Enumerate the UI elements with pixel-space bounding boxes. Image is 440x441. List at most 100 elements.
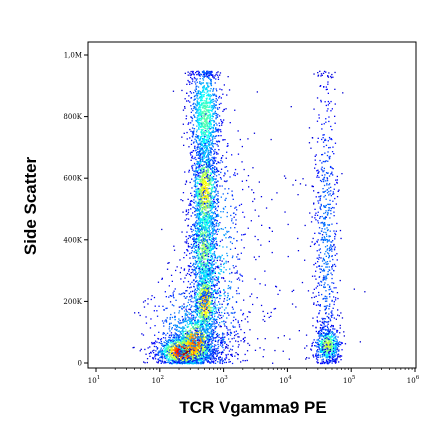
event-dot bbox=[207, 245, 209, 247]
event-dot bbox=[180, 343, 182, 345]
event-dot bbox=[208, 136, 210, 138]
event-dot bbox=[203, 227, 205, 229]
event-dot bbox=[173, 344, 175, 346]
event-dot bbox=[197, 301, 200, 303]
event-dot bbox=[210, 216, 212, 218]
event-dot bbox=[196, 285, 198, 287]
event-dot bbox=[203, 228, 206, 230]
event-dot bbox=[207, 247, 209, 249]
event-dot bbox=[209, 318, 211, 321]
event-dot bbox=[193, 95, 196, 98]
event-dot bbox=[152, 352, 155, 354]
event-dot bbox=[182, 361, 184, 363]
event-dot bbox=[213, 285, 216, 287]
event-dot bbox=[197, 213, 199, 215]
event-dot bbox=[170, 344, 172, 346]
event-dot bbox=[199, 123, 201, 125]
event-dot bbox=[215, 189, 217, 191]
event-dot bbox=[191, 178, 193, 180]
event-dot bbox=[200, 279, 202, 281]
event-dot bbox=[210, 325, 212, 328]
event-dot bbox=[200, 178, 202, 181]
event-dot bbox=[209, 116, 212, 118]
event-dot bbox=[196, 363, 198, 365]
event-dot bbox=[208, 234, 211, 236]
event-dot bbox=[206, 199, 208, 202]
event-dot bbox=[197, 293, 199, 295]
event-dot bbox=[202, 207, 205, 210]
event-dot bbox=[179, 322, 182, 324]
event-dot bbox=[199, 208, 201, 210]
event-dot bbox=[210, 338, 212, 340]
event-dot bbox=[210, 202, 212, 204]
event-dot bbox=[195, 296, 197, 298]
event-dot bbox=[175, 333, 177, 335]
event-dot bbox=[175, 336, 177, 338]
event-dot bbox=[195, 193, 197, 195]
event-dot bbox=[204, 129, 206, 132]
event-dot bbox=[206, 223, 208, 226]
event-dot bbox=[195, 182, 197, 184]
event-dot bbox=[201, 341, 204, 343]
event-dot bbox=[164, 342, 166, 344]
event-dot bbox=[190, 272, 192, 274]
event-dot bbox=[202, 337, 204, 339]
event-dot bbox=[210, 147, 212, 149]
event-dot bbox=[168, 346, 170, 348]
event-dot bbox=[195, 244, 197, 246]
event-dot bbox=[175, 347, 178, 349]
event-dot bbox=[199, 304, 201, 306]
event-dot bbox=[191, 335, 193, 337]
event-dot bbox=[207, 178, 209, 181]
event-dot bbox=[186, 331, 188, 333]
event-dot bbox=[196, 246, 198, 248]
event-dot bbox=[194, 177, 196, 179]
event-dot bbox=[200, 196, 202, 198]
event-dot bbox=[203, 147, 205, 149]
event-dot bbox=[203, 261, 205, 263]
event-dot bbox=[198, 239, 200, 241]
event-dot bbox=[201, 288, 203, 290]
event-dot bbox=[196, 244, 198, 247]
event-dot bbox=[185, 181, 188, 183]
event-dot bbox=[215, 292, 217, 294]
event-dot bbox=[203, 270, 205, 272]
event-dot bbox=[203, 186, 205, 188]
event-dot bbox=[212, 237, 215, 239]
event-dot bbox=[206, 220, 208, 222]
event-dot bbox=[162, 350, 164, 352]
event-dot bbox=[210, 139, 212, 141]
event-dot bbox=[206, 239, 208, 241]
event-dot bbox=[198, 227, 200, 229]
event-dot bbox=[211, 169, 213, 172]
event-dot bbox=[204, 221, 206, 223]
event-dot bbox=[194, 156, 196, 159]
event-dot bbox=[214, 151, 216, 153]
event-dot bbox=[199, 192, 201, 194]
event-dot bbox=[207, 287, 209, 289]
event-dot bbox=[201, 264, 203, 266]
event-dot bbox=[198, 288, 200, 290]
event-dot bbox=[194, 225, 196, 228]
event-dot bbox=[181, 336, 183, 338]
event-dot bbox=[204, 267, 207, 270]
event-dot bbox=[206, 136, 208, 138]
event-dot bbox=[204, 220, 207, 222]
event-dot bbox=[200, 98, 203, 100]
event-dot bbox=[205, 191, 207, 193]
event-dot bbox=[152, 342, 154, 345]
event-dot bbox=[202, 125, 204, 128]
event-dot bbox=[206, 244, 208, 247]
event-dot bbox=[205, 346, 207, 348]
event-dot bbox=[161, 352, 163, 354]
event-dot bbox=[224, 325, 226, 327]
event-dot bbox=[214, 143, 216, 145]
event-dot bbox=[208, 244, 211, 246]
event-dot bbox=[224, 347, 227, 349]
event-dot bbox=[211, 172, 213, 174]
event-dot bbox=[204, 110, 206, 113]
event-dot bbox=[190, 294, 192, 297]
event-dot bbox=[208, 251, 211, 253]
event-dot bbox=[199, 278, 201, 280]
